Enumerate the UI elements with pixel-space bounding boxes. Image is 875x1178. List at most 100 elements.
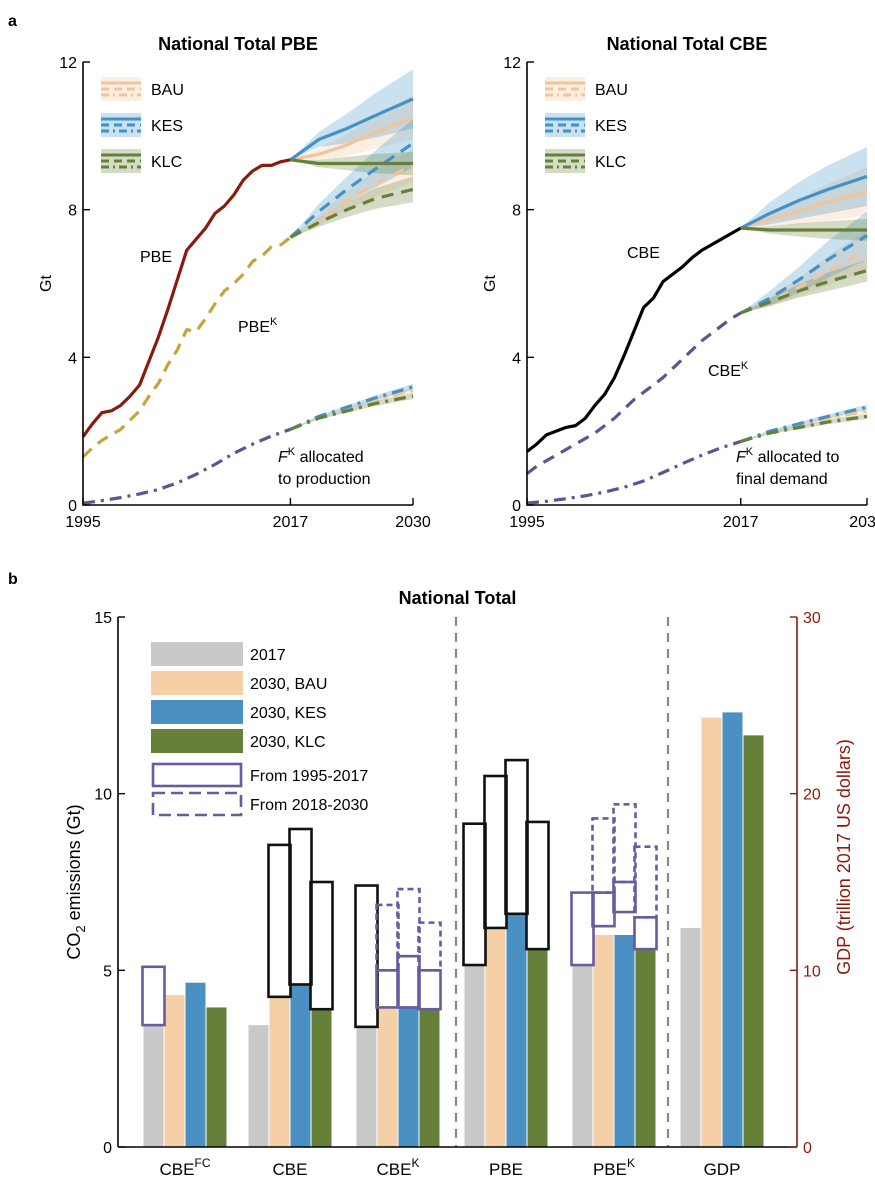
series-line-2: [526, 439, 742, 505]
label-superscript: K: [746, 446, 754, 458]
bar-2030-kes: [722, 712, 743, 1147]
contribution-box-1995-2017: [141, 965, 166, 1027]
chart-title: National Total PBE: [158, 34, 318, 54]
y-right-tick-label: 30: [803, 610, 821, 627]
chart-national-total-bars: 0 5 10 15 0 10 20 30 National Total CO2 emissions…: [64, 588, 854, 1178]
series-line-1: [81, 236, 292, 459]
bar-2017: [464, 965, 485, 1147]
y-axis-label-right: GDP (trillion 2017 US dollars): [834, 739, 854, 975]
x-tick-label: 2030: [395, 514, 431, 531]
scenario-line-klc-k: [740, 269, 868, 315]
contribution-box-1995-2017: [288, 827, 313, 986]
scenario-line-kes-main: [289, 97, 414, 162]
band-klc-k: [740, 259, 867, 314]
label-pbe-k: PBEK: [238, 316, 278, 336]
legend-swatch: [151, 729, 243, 753]
scenario-line-klc-f: [289, 394, 414, 431]
bar-2030-bau: [701, 717, 722, 1147]
y-tick-label: 0: [68, 498, 77, 515]
panel-label-b: b: [8, 571, 18, 588]
label-superscript: K: [288, 446, 296, 458]
label-base: CBE: [160, 1160, 195, 1178]
chart-national-total-cbe: 0 4 8 12 1995 2017 2030 National Total CBE Gt BAU…: [482, 34, 875, 531]
scenario-line-kes-k: [289, 141, 414, 239]
bar-2017: [356, 1026, 377, 1147]
bar-2030-kes: [290, 984, 311, 1147]
y-tick-label: 15: [94, 610, 112, 627]
label-superscript: K: [741, 360, 749, 372]
bar-2030-kes: [185, 982, 206, 1147]
contribution-box-1995-2017: [483, 774, 508, 930]
bar-2030-klc: [743, 735, 764, 1147]
bar-2030-klc: [527, 949, 548, 1147]
panel-label-a: a: [8, 13, 17, 30]
band-bau-main: [290, 95, 413, 160]
contribution-box-2018-2030: [633, 845, 658, 919]
label-subscript: 2: [73, 925, 88, 932]
y-tick-label: 12: [59, 55, 77, 72]
contribution-box-2018-2030: [417, 921, 442, 972]
bar-2030-bau: [164, 995, 185, 1147]
legend-box-dashed: [151, 791, 243, 817]
x-tick-label: 2017: [723, 514, 759, 531]
label-superscript: FC: [194, 1156, 210, 1170]
contribution-box-1995-2017: [375, 969, 400, 1009]
contribution-box-1995-2017: [267, 843, 292, 999]
category-label: GDP: [704, 1160, 741, 1178]
legend-label: 2030, BAU: [250, 676, 327, 693]
contribution-box-1995-2017: [309, 880, 334, 1011]
label-base: GDP: [704, 1160, 741, 1178]
label-superscript: K: [270, 316, 278, 328]
y-axis-label: Gt: [482, 275, 499, 292]
label-base: PBE: [593, 1160, 627, 1178]
scenario-line-klc-main: [290, 158, 413, 166]
category-label: PBEK: [593, 1156, 635, 1178]
label-base: CBE: [273, 1160, 308, 1178]
legend-swatch: [151, 671, 243, 695]
band-bau-k: [740, 229, 867, 314]
category-label: CBEFC: [160, 1156, 211, 1178]
label-base: PBE: [489, 1160, 523, 1178]
legend-label: BAU: [151, 82, 184, 99]
x-tick-label: 2017: [273, 514, 309, 531]
bar-2030-klc: [635, 949, 656, 1147]
contribution-box-2018-2030: [612, 802, 637, 884]
y-tick-label: 4: [68, 350, 77, 367]
scenario-line-klc-main: [740, 226, 867, 232]
legend-label: KES: [595, 118, 627, 135]
contribution-box-2018-2030: [375, 903, 400, 972]
y-axis-label: Gt: [38, 275, 55, 292]
label-fk-line2: to production: [278, 471, 371, 488]
category-label: CBE: [273, 1160, 308, 1178]
legend-label: 2017: [250, 647, 286, 664]
label-fk-line2: final demand: [736, 471, 828, 488]
bar-2017: [248, 1025, 269, 1147]
bar-2030-klc: [311, 1009, 332, 1147]
series-line-1: [526, 311, 742, 475]
contribution-box-1995-2017: [417, 969, 442, 1011]
bar-2030-kes: [614, 935, 635, 1147]
band-kes-main: [740, 146, 867, 229]
contribution-box-1995-2017: [591, 891, 616, 928]
bar-2030-klc: [419, 1009, 440, 1147]
bar-2030-bau: [593, 935, 614, 1147]
series-line-0: [81, 158, 291, 438]
scenario-line-bau-main: [290, 115, 414, 162]
contribution-box-1995-2017: [396, 954, 421, 1009]
label-pbe: PBE: [140, 249, 172, 266]
scenario-line-kes-main: [739, 174, 868, 230]
label-text: allocated to: [753, 449, 839, 466]
label-superscript: K: [627, 1156, 635, 1170]
x-tick-label: 1995: [509, 514, 545, 531]
y-right-tick-label: 0: [803, 1140, 812, 1157]
contribution-box-1995-2017: [525, 820, 550, 951]
legend-label: KES: [151, 118, 183, 135]
label-f: F: [736, 449, 747, 466]
contribution-box-1995-2017: [354, 884, 379, 1029]
contribution-box-1995-2017: [570, 891, 595, 967]
label-text: CO: [64, 933, 84, 960]
contribution-box-1995-2017: [612, 880, 637, 914]
scenario-line-bau-main: [740, 189, 868, 230]
label-superscript: K: [411, 1156, 419, 1170]
